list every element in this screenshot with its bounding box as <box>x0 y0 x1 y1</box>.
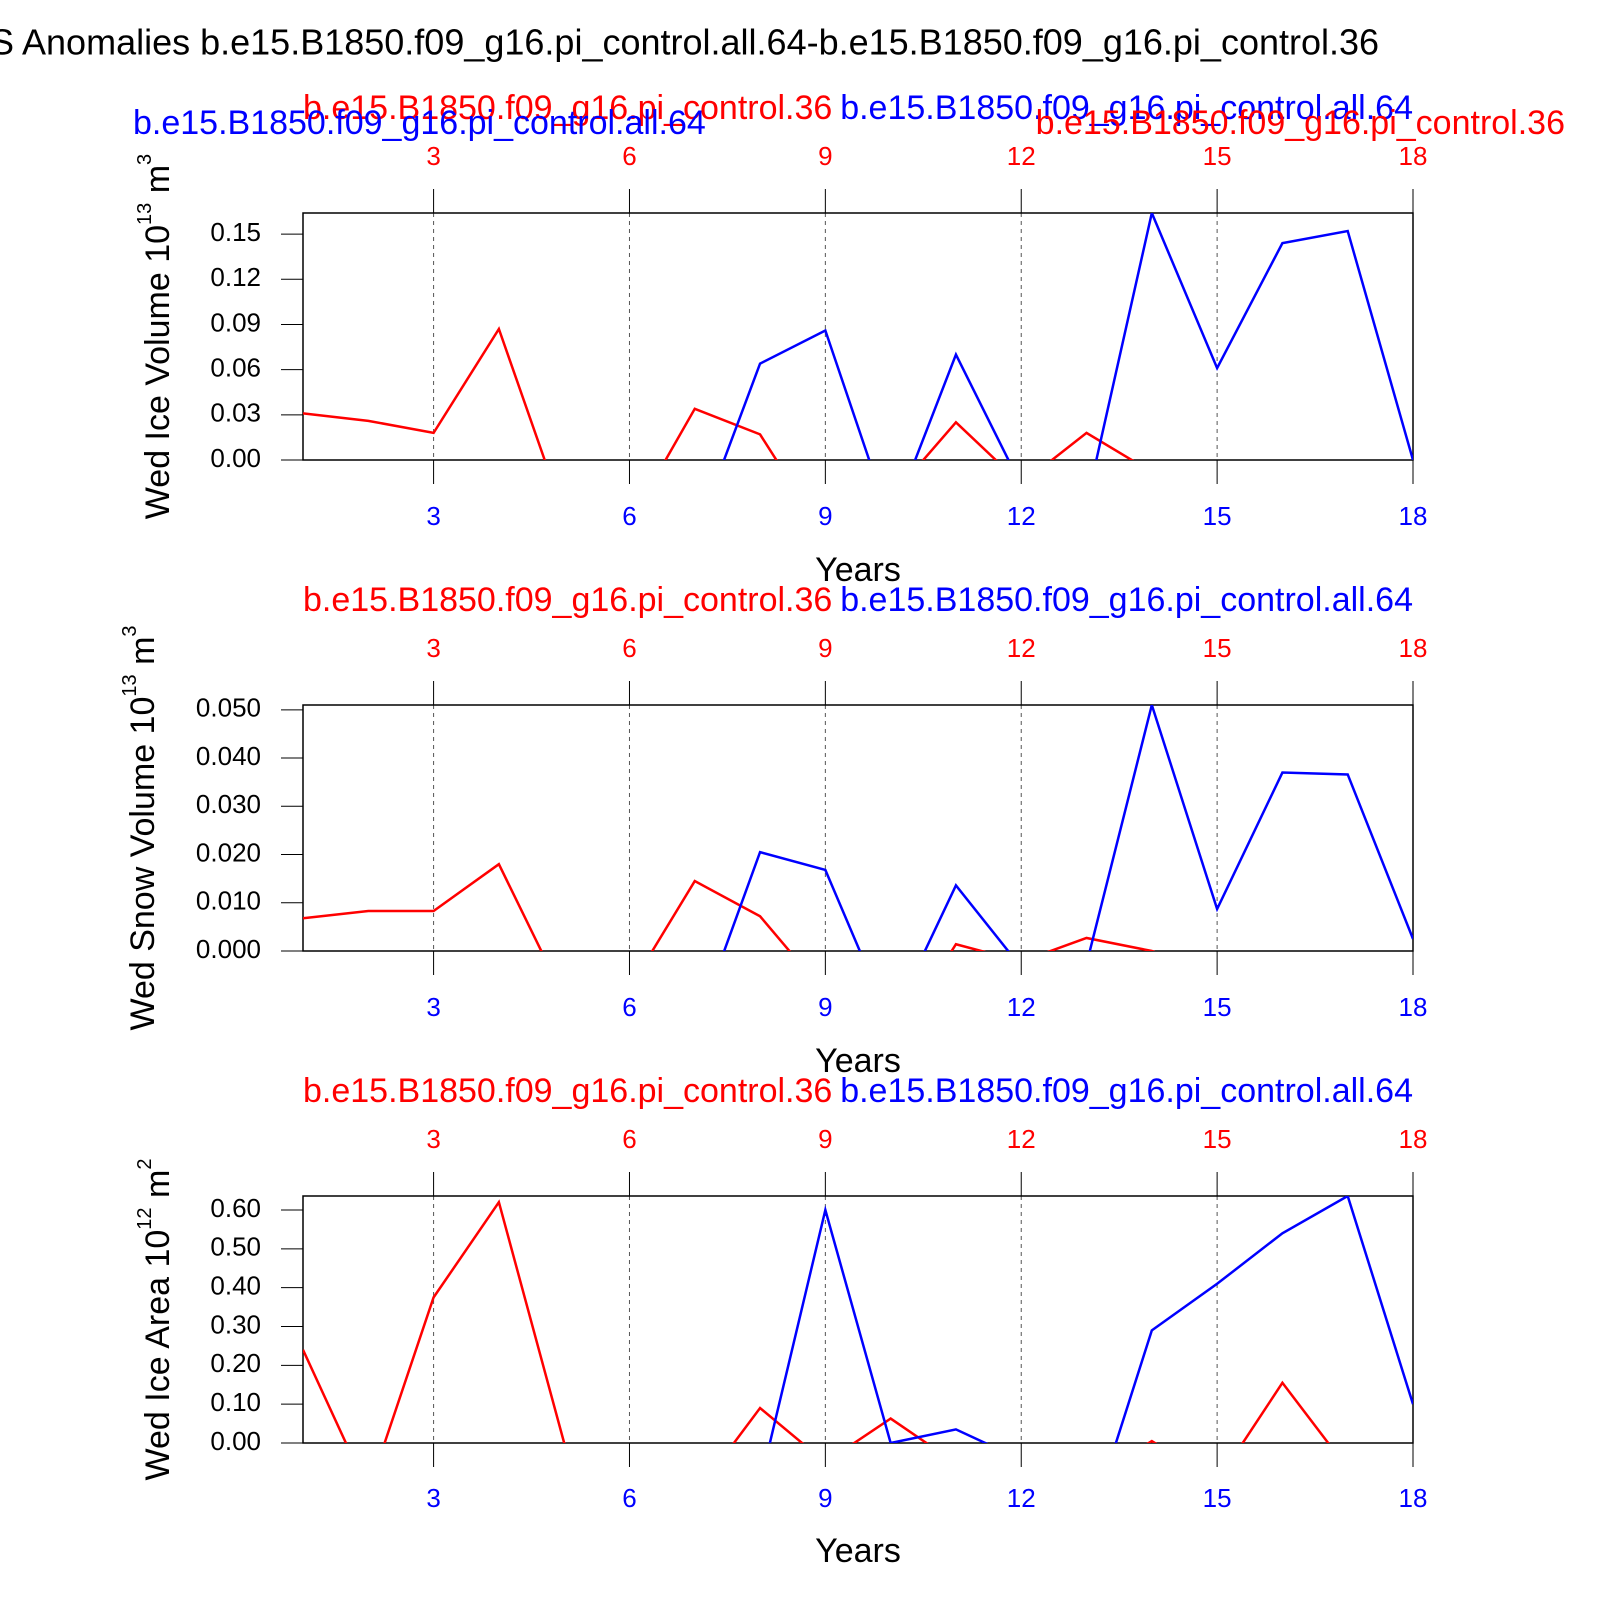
x-tick-label-top: 18 <box>1399 633 1428 663</box>
series-name: b.e15.B1850.f09_g16.pi_control.36 <box>303 1072 832 1110</box>
x-tick-label-top: 15 <box>1203 1124 1232 1154</box>
panel: 3 3 6 6 9 9 12 12 15 15 18 18 0.00 0.10 0.20 0.30 0.40 0.… <box>134 1072 1427 1570</box>
panel: 3 3 6 6 9 9 12 12 15 15 18 18 0.00 0.03 0.06 0.09 0.12 0.… <box>133 89 1565 589</box>
y-tick-label: 0.50 <box>210 1232 261 1262</box>
x-tick-label-bottom: 6 <box>622 992 636 1022</box>
x-tick-label-bottom: 6 <box>622 1483 636 1513</box>
x-tick-label-top: 9 <box>818 633 832 663</box>
x-tick-label-top: 9 <box>818 1124 832 1154</box>
x-tick-label-bottom: 15 <box>1203 992 1232 1022</box>
series-name: b.e15.B1850.f09_g16.pi_control.36 <box>303 89 832 127</box>
x-tick-label-bottom: 15 <box>1203 501 1232 531</box>
x-tick-label-bottom: 9 <box>818 501 832 531</box>
series-line <box>722 705 1413 951</box>
y-axis-label-sup: 3 <box>119 625 141 636</box>
x-tick-label-top: 6 <box>622 141 636 171</box>
y-tick-label: 0.03 <box>210 398 261 428</box>
y-tick-label: 0.010 <box>196 886 261 916</box>
y-axis-label-part: m <box>124 637 162 675</box>
x-tick-label-top: 12 <box>1007 141 1036 171</box>
y-axis-label: Wed Snow Volume 1013 m3 <box>119 625 162 1030</box>
y-axis-label-sup: 3 <box>134 154 156 165</box>
series-name: b.e15.B1850.f09_g16.pi_control.all.64 <box>840 581 1413 619</box>
y-axis-label: Wed Ice Area 1012 m2 <box>134 1159 177 1481</box>
plot-frame <box>302 212 1414 461</box>
x-tick-label-top: 3 <box>426 1124 440 1154</box>
y-axis-label: Wed Ice Volume 1013 m3 <box>134 154 177 519</box>
y-tick-label: 0.00 <box>210 443 261 473</box>
y-axis-label-part: Wed Ice Volume 10 <box>139 225 177 519</box>
panel: 3 3 6 6 9 9 12 12 15 15 18 18 0.000 0.010 0.020 0.030 0.… <box>119 581 1427 1080</box>
x-tick-label-top: 18 <box>1399 141 1428 171</box>
x-tick-label-bottom: 15 <box>1203 1483 1232 1513</box>
x-tick-label-bottom: 6 <box>622 501 636 531</box>
y-axis-label-sup: 13 <box>134 203 156 225</box>
series-name: b.e15.B1850.f09_g16.pi_control.all.64 <box>840 1072 1413 1110</box>
series-line <box>303 862 1156 951</box>
x-tick-label-top: 6 <box>622 1124 636 1154</box>
x-tick-label-top: 6 <box>622 633 636 663</box>
y-tick-label: 0.30 <box>210 1309 261 1339</box>
y-tick-label: 0.050 <box>196 693 261 723</box>
y-tick-label: 0.40 <box>210 1271 261 1301</box>
y-tick-label: 0.000 <box>196 934 261 964</box>
x-tick-label-bottom: 3 <box>426 501 440 531</box>
x-tick-label-bottom: 9 <box>818 1483 832 1513</box>
y-tick-label: 0.10 <box>210 1387 261 1417</box>
y-tick-label: 0.00 <box>210 1426 261 1456</box>
y-axis-label-part: m <box>139 1170 177 1208</box>
x-tick-label-top: 9 <box>818 141 832 171</box>
y-tick-label: 0.15 <box>210 217 261 247</box>
x-tick-label-bottom: 9 <box>818 992 832 1022</box>
y-tick-label: 0.60 <box>210 1193 261 1223</box>
y-axis-label-part: Wed Ice Area 10 <box>139 1230 177 1481</box>
x-tick-label-top: 3 <box>426 141 440 171</box>
y-tick-label: 0.12 <box>210 262 261 292</box>
x-tick-label-top: 15 <box>1203 633 1232 663</box>
annotation: b.e15.B1850.f09_g16.pi_control.36 <box>1036 104 1565 142</box>
series-line <box>303 326 1135 460</box>
x-tick-label-bottom: 18 <box>1399 501 1428 531</box>
y-tick-label: 0.040 <box>196 741 261 771</box>
x-axis-label: Years <box>815 1042 901 1080</box>
annotation: b.e15.B1850.f09_g16.pi_control.all.64 <box>133 104 706 142</box>
series-line <box>722 213 1413 460</box>
x-tick-label-top: 18 <box>1399 1124 1428 1154</box>
plot-frame <box>302 1195 1414 1444</box>
x-tick-label-bottom: 18 <box>1399 1483 1428 1513</box>
x-tick-label-bottom: 3 <box>426 1483 440 1513</box>
figure-title: S Anomalies b.e15.B1850.f09_g16.pi_contr… <box>0 22 1379 63</box>
y-axis-label-sup: 13 <box>119 674 141 696</box>
plot-frame <box>302 704 1414 952</box>
x-axis-label: Years <box>815 1532 901 1570</box>
x-tick-label-top: 12 <box>1007 1124 1036 1154</box>
series-line <box>303 1199 1330 1443</box>
y-axis-label-part: Wed Snow Volume 10 <box>124 697 162 1031</box>
series-name: b.e15.B1850.f09_g16.pi_control.36 <box>303 581 832 619</box>
y-axis-label-part: m <box>139 165 177 203</box>
y-tick-label: 0.030 <box>196 789 261 819</box>
y-axis-label-sup: 12 <box>134 1207 156 1229</box>
x-tick-label-top: 12 <box>1007 633 1036 663</box>
x-tick-label-bottom: 3 <box>426 992 440 1022</box>
x-axis-label: Years <box>815 551 901 589</box>
x-tick-label-bottom: 18 <box>1399 992 1428 1022</box>
x-tick-label-bottom: 12 <box>1007 992 1036 1022</box>
x-tick-label-bottom: 12 <box>1007 1483 1036 1513</box>
y-tick-label: 0.06 <box>210 353 261 383</box>
series-line <box>768 1196 1413 1443</box>
x-tick-label-bottom: 12 <box>1007 501 1036 531</box>
y-tick-label: 0.20 <box>210 1348 261 1378</box>
y-tick-label: 0.020 <box>196 837 261 867</box>
y-axis-label-sup: 2 <box>134 1159 156 1170</box>
x-tick-label-top: 3 <box>426 633 440 663</box>
y-tick-label: 0.09 <box>210 307 261 337</box>
x-tick-label-top: 15 <box>1203 141 1232 171</box>
series-name: b.e15.B1850.f09_g16.pi_control.all.64 <box>840 89 1413 127</box>
